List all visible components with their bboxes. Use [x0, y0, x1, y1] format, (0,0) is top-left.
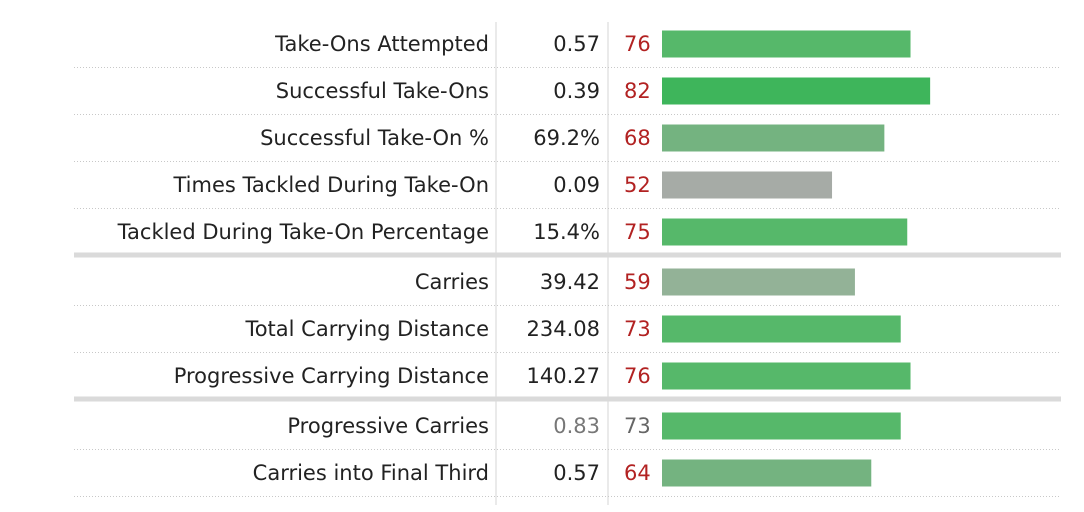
- stat-label: Tackled During Take-On Percentage: [117, 220, 489, 244]
- group-separator: [74, 396, 1061, 402]
- stat-label: Times Tackled During Take-On: [172, 173, 489, 197]
- stat-value: 0.57: [553, 32, 600, 56]
- stat-label: Carries: [415, 270, 489, 294]
- stat-label: Progressive Carrying Distance: [174, 364, 489, 388]
- stat-value: 69.2%: [533, 126, 600, 150]
- percentile-label: 64: [624, 461, 651, 485]
- percentile-label: 52: [624, 173, 651, 197]
- stat-label: Successful Take-Ons: [276, 79, 489, 103]
- stat-label: Successful Take-On %: [260, 126, 489, 150]
- stat-value: 234.08: [527, 317, 600, 341]
- stat-label: Carries into Final Third: [253, 461, 489, 485]
- stat-value: 15.4%: [533, 220, 600, 244]
- percentile-bar: [662, 362, 911, 390]
- percentile-bar: [662, 218, 908, 246]
- stat-label: Total Carrying Distance: [244, 317, 489, 341]
- stat-value: 140.27: [527, 364, 600, 388]
- percentile-label: 73: [624, 317, 651, 341]
- percentile-bar: [662, 268, 855, 296]
- group-separator: [74, 252, 1061, 258]
- percentile-bar: [662, 30, 911, 58]
- stat-label: Take-Ons Attempted: [274, 32, 489, 56]
- percentile-bar: [662, 77, 931, 105]
- percentile-label: 73: [624, 414, 651, 438]
- stat-value: 0.09: [553, 173, 600, 197]
- percentile-label: 59: [624, 270, 651, 294]
- percentile-label: 68: [624, 126, 651, 150]
- stat-value: 0.83: [553, 414, 600, 438]
- stat-label: Progressive Carries: [287, 414, 489, 438]
- stat-value: 0.39: [553, 79, 600, 103]
- percentile-bar: [662, 124, 885, 152]
- percentile-label: 76: [624, 32, 651, 56]
- percentile-bar: [662, 315, 901, 343]
- percentile-bar: [662, 412, 901, 440]
- percentile-bar: [662, 171, 833, 199]
- stat-value: 39.42: [540, 270, 600, 294]
- percentile-bar: [662, 459, 872, 487]
- percentile-label: 75: [624, 220, 651, 244]
- stat-value: 0.57: [553, 461, 600, 485]
- percentile-label: 82: [624, 79, 651, 103]
- percentile-label: 76: [624, 364, 651, 388]
